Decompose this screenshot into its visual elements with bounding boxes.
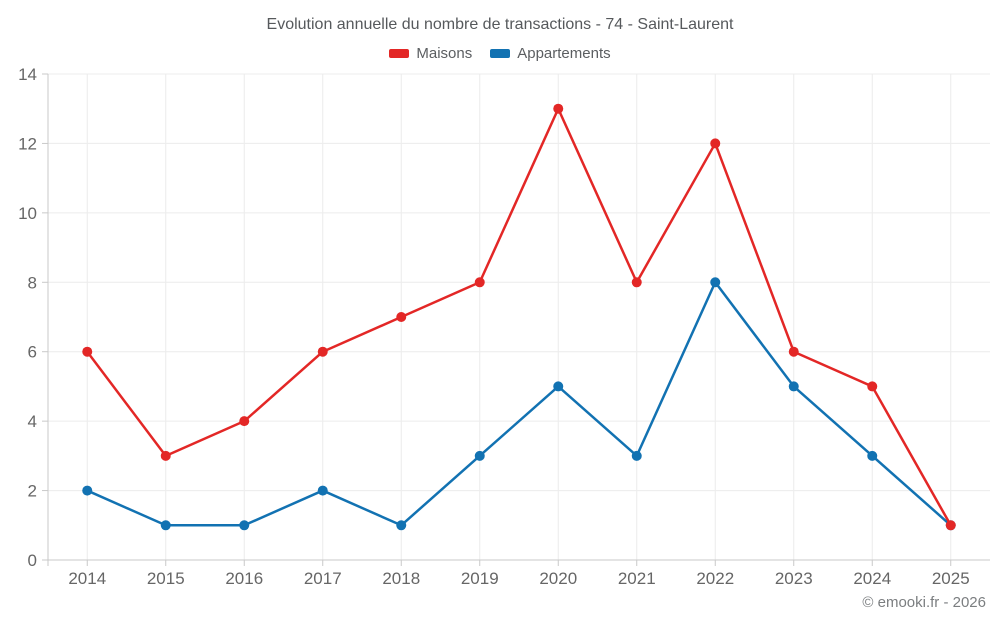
- x-tick-label: 2024: [853, 569, 891, 588]
- data-point-maisons: [945, 520, 956, 531]
- data-point-appartements: [788, 381, 799, 392]
- x-tick-label: 2023: [775, 569, 813, 588]
- data-point-maisons: [160, 450, 171, 461]
- data-point-appartements: [710, 277, 721, 288]
- legend-label-appartements: Appartements: [517, 45, 611, 62]
- series-line-appartements: [86, 281, 952, 527]
- y-tick-label: 10: [18, 204, 37, 223]
- x-tick-label: 2014: [68, 569, 106, 588]
- data-point-appartements: [474, 450, 485, 461]
- y-tick-label: 14: [18, 65, 37, 84]
- x-tick-label: 2020: [539, 569, 577, 588]
- data-point-appartements: [553, 381, 564, 392]
- x-tick-label: 2022: [696, 569, 734, 588]
- data-point-appartements: [396, 520, 407, 531]
- x-tick-label: 2019: [461, 569, 499, 588]
- data-point-appartements: [631, 450, 642, 461]
- data-point-appartements: [867, 450, 878, 461]
- data-point-appartements: [239, 520, 250, 531]
- data-point-maisons: [710, 138, 721, 149]
- y-tick-label: 4: [28, 412, 37, 431]
- y-tick-label: 2: [28, 482, 37, 501]
- data-point-appartements: [82, 485, 93, 496]
- series-line-maisons: [86, 107, 952, 527]
- x-tick-label: 2021: [618, 569, 656, 588]
- x-tick-label: 2017: [304, 569, 342, 588]
- data-point-maisons: [396, 312, 407, 322]
- y-tick-label: 8: [28, 273, 37, 292]
- data-point-maisons: [553, 103, 564, 114]
- x-tick-label: 2015: [147, 569, 185, 588]
- chart-legend: Maisons Appartements: [0, 45, 1000, 62]
- data-point-maisons: [631, 277, 642, 288]
- legend-swatch-appartements: [490, 49, 511, 58]
- data-point-maisons: [867, 381, 878, 392]
- y-tick-label: 6: [28, 343, 37, 362]
- data-point-appartements: [160, 520, 171, 531]
- chart-title: Evolution annuelle du nombre de transact…: [266, 16, 734, 33]
- y-tick-label: 0: [28, 551, 37, 570]
- y-tick-label: 12: [18, 134, 37, 153]
- data-point-maisons: [82, 346, 93, 357]
- data-point-maisons: [239, 416, 250, 427]
- data-point-maisons: [474, 277, 485, 288]
- data-point-appartements: [317, 485, 328, 496]
- copyright-credit: © emooki.fr - 2026: [862, 594, 986, 611]
- data-point-maisons: [788, 346, 799, 357]
- x-tick-label: 2025: [932, 569, 970, 588]
- legend-item-maisons[interactable]: Maisons: [389, 45, 472, 62]
- legend-item-appartements[interactable]: Appartements: [490, 45, 611, 62]
- data-point-maisons: [317, 346, 328, 357]
- legend-label-maisons: Maisons: [416, 45, 473, 62]
- x-tick-label: 2016: [225, 569, 263, 588]
- x-tick-label: 2018: [382, 569, 420, 588]
- legend-swatch-maisons: [389, 49, 410, 58]
